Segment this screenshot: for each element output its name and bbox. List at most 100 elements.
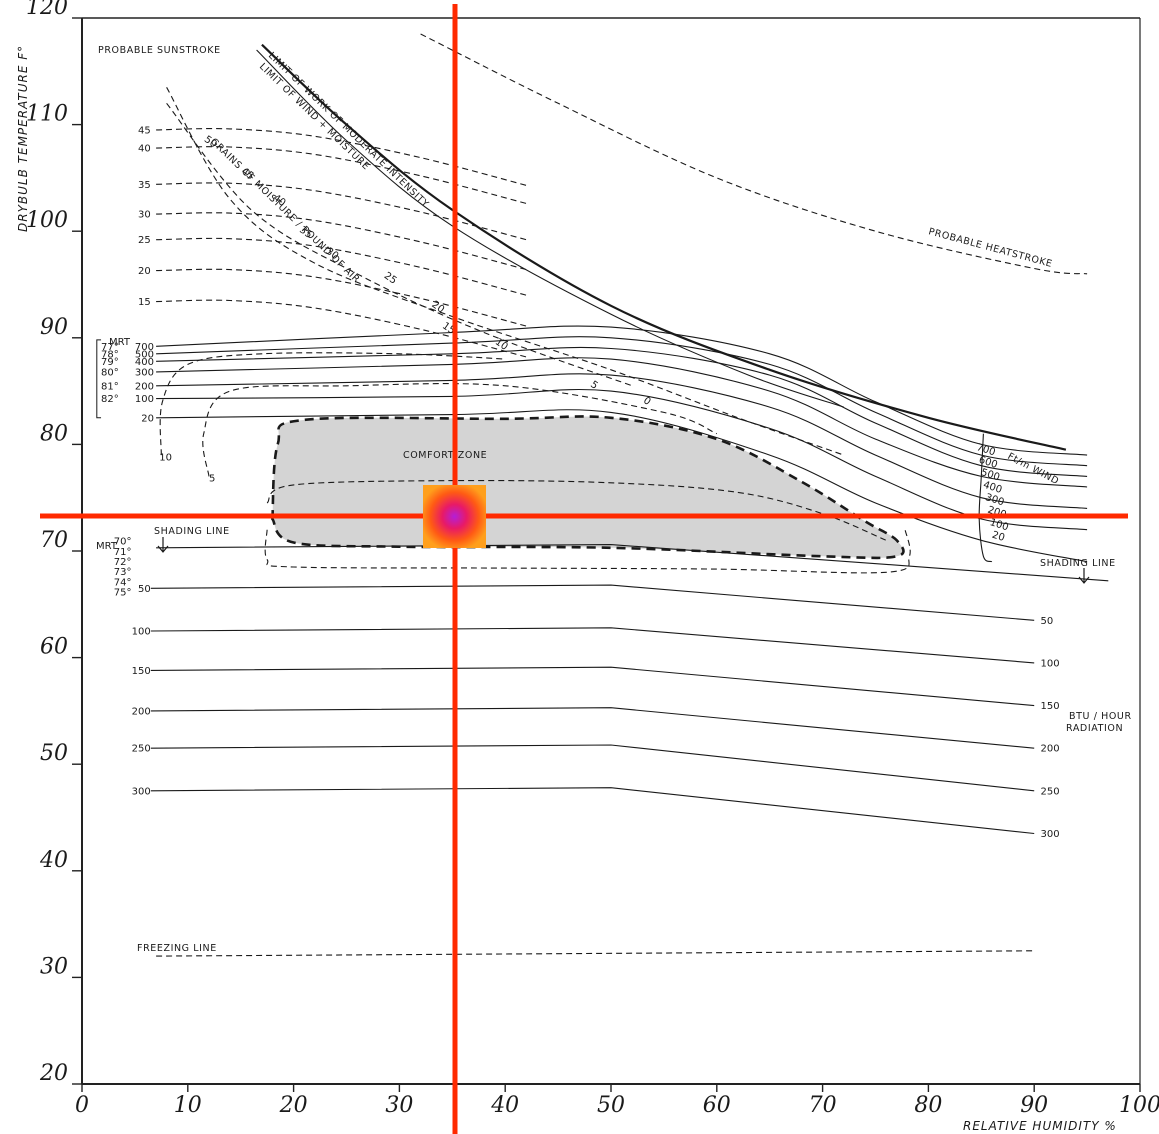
wind-series-line [156,409,1088,563]
grains-loop-5 [202,383,718,477]
radiation-left-label: 300 [132,786,151,797]
x-tick-label: 40 [490,1093,519,1118]
x-tick-label: 50 [597,1093,625,1118]
y-tick-label: 110 [26,102,68,127]
wind-value-label: 100 [135,394,154,405]
radiation-line [150,787,1035,835]
y-tick-label: 70 [40,528,68,553]
grains-line [156,212,527,271]
radiation-right-label: 50 [1041,616,1054,627]
shading-line-left-label: SHADING LINE [154,526,230,537]
grains-value-label: 45 [138,125,151,136]
grains-diag-label: 5 [588,379,600,392]
work-limit-line [261,43,1067,451]
y-tick-label: 20 [39,1061,68,1086]
mrt-upper-value: 82° [101,394,119,405]
freezing-line [156,950,1035,957]
radiation-label-line1: BTU / HOUR [1069,711,1132,722]
heatstroke-label: PROBABLE HEATSTROKE [927,226,1053,270]
x-tick-label: 20 [279,1093,308,1118]
grains-diagonal-line [166,102,633,387]
y-tick-label: 80 [40,421,68,446]
mrt-upper-value: 78° [101,349,119,360]
wind-value-label: 500 [135,349,154,360]
work-limit-label: LIMIT OF WORK OF MODERATE INTENSITY [266,50,431,210]
wind-right-label: 20 [990,530,1006,544]
radiation-line [150,744,1035,792]
grains-loop-10 [159,352,506,456]
wind-boundary-line [978,433,993,563]
highlight-marker [423,485,486,548]
mrt-lower-value: 70° [114,537,132,548]
mrt-upper-value: 80° [101,367,119,378]
mrt-upper-value: 79° [101,357,119,368]
grains-value-label: 25 [138,235,151,246]
mrt-upper-value: 77° [101,342,119,353]
grains-loop-10-label: 10 [159,452,172,463]
comfort-zone-outer-line [264,529,911,574]
wind-value-label: 700 [135,342,154,353]
wind-value-label: 20 [141,413,154,424]
wind-series-line [156,357,1088,488]
comfort-zone-area [271,415,905,560]
y-tick-label: 30 [40,954,68,979]
shading-line [156,544,1109,582]
grains-line [156,299,527,358]
grains-diag-label: 10 [493,337,510,353]
mrt-upper-label: MRT [109,337,131,348]
mrt-lower-value: 74° [114,577,132,588]
radiation-left-label: 100 [132,626,151,637]
grains-value-label: 30 [138,210,151,221]
grains-diag-label: 25 [382,270,399,286]
grains-line [156,128,527,186]
wind-value-label: 200 [135,381,154,392]
wind-limit-line [256,49,844,408]
radiation-line [150,707,1035,749]
grains-value-label: 35 [138,180,151,191]
wind-limit-label: LIMIT OF WIND + MOISTURE [257,61,372,172]
mrt-lower-value: 72° [114,557,132,568]
y-tick-label: 50 [40,741,68,766]
grains-diag-label: 0 [641,395,653,408]
radiation-label-line2: RADIATION [1066,723,1123,734]
y-tick-label: 90 [40,315,68,340]
comfort-zone-label: COMFORT ZONE [403,450,487,461]
grains-line [156,237,527,296]
shading-arrow-left [157,537,169,553]
sunstroke-label: PROBABLE SUNSTROKE [98,45,221,56]
radiation-left-label: 200 [132,706,151,717]
x-tick-label: 30 [385,1093,413,1118]
y-tick-label: 100 [26,208,68,233]
shading-arrow-right [1078,568,1090,584]
y-axis-title: DRYBULB TEMPERATURE F° [16,45,30,232]
comfort-zone-inner-line [266,479,887,541]
radiation-right-label: 200 [1041,744,1060,755]
mrt-lower-label: MRT [96,541,118,552]
heatstroke-line [420,33,1088,275]
wind-value-label: 400 [135,357,154,368]
radiation-left-label: 50 [138,584,151,595]
x-tick-label: 70 [809,1093,837,1118]
wind-series-line [156,373,1088,509]
grains-line [156,268,527,327]
mrt-lower-value: 71° [114,547,132,558]
x-tick-label: 60 [703,1093,731,1118]
mrt-lower-value: 75° [114,588,132,599]
radiation-line [150,666,1035,707]
radiation-right-label: 100 [1041,658,1060,669]
radiation-left-label: 150 [132,666,151,677]
grains-loop-5-label: 5 [209,474,215,485]
grains-value-label: 20 [138,266,151,277]
mrt-lower-value: 73° [114,567,132,578]
shading-line-right-label: SHADING LINE [1040,558,1116,569]
x-tick-label: 0 [75,1093,89,1118]
wind-value-label: 300 [135,367,154,378]
mrt-upper-value: 81° [101,381,119,392]
x-tick-label: 100 [1119,1093,1159,1118]
y-tick-label: 120 [26,0,68,20]
radiation-right-label: 250 [1041,786,1060,797]
x-tick-label: 90 [1020,1093,1048,1118]
x-axis-title: RELATIVE HUMIDITY % [963,1119,1117,1133]
radiation-left-label: 250 [132,744,151,755]
